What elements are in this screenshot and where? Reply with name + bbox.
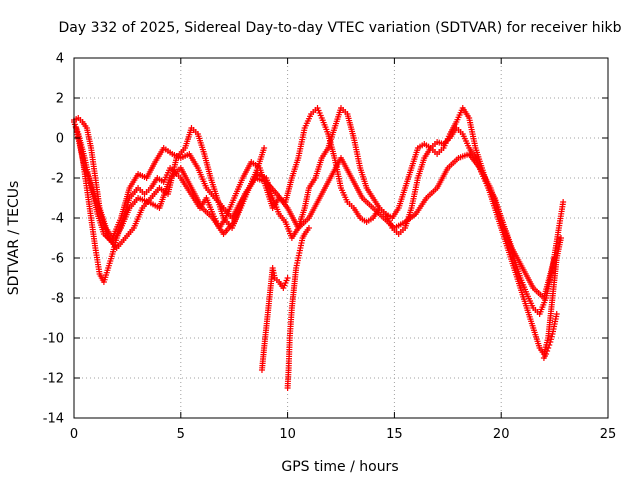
series-dip-b [284, 225, 312, 391]
plot-frame [73, 57, 609, 419]
x-tick-label: 20 [493, 427, 510, 442]
chart-title: Day 332 of 2025, Sidereal Day-to-day VTE… [59, 20, 622, 36]
x-tick-label: 5 [177, 427, 185, 442]
series-dip-a [258, 265, 291, 373]
y-tick-label: -6 [51, 252, 64, 267]
x-axis-label: GPS time / hours [281, 459, 398, 475]
x-tick-label: 15 [386, 427, 403, 442]
data-point-fill [548, 336, 555, 343]
data-point [305, 225, 312, 231]
data-point [551, 255, 558, 261]
series-dip-c [540, 311, 560, 361]
data-marks [71, 105, 567, 391]
y-tick-label: -12 [43, 372, 64, 387]
y-tick-label: -4 [51, 212, 64, 227]
y-tick-label: -2 [51, 172, 64, 187]
data-point-fill [546, 342, 553, 348]
data-point [547, 339, 554, 345]
data-point [284, 275, 291, 281]
tick-labels: 0 5 10 15 20 25 -14 -12 -10 -8 -6 -4 -2 0 2 4 [43, 52, 617, 443]
data-point [560, 199, 567, 205]
y-tick-label: 0 [56, 132, 64, 147]
x-tick-label: 10 [279, 427, 296, 442]
data-point [553, 311, 560, 317]
y-tick-label: -14 [43, 412, 64, 427]
data-point-fill [544, 348, 551, 354]
y-axis-label: SDTVAR / TECUs [6, 181, 22, 296]
data-point [543, 351, 550, 357]
data-point [558, 235, 565, 241]
y-tick-label: 2 [56, 92, 64, 107]
x-tick-label: 25 [600, 427, 617, 442]
data-point [261, 145, 268, 151]
y-tick-label: -10 [43, 332, 64, 347]
data-point [545, 345, 552, 351]
y-tick-label: 4 [56, 52, 64, 67]
x-tick-label: 0 [70, 427, 78, 442]
data-point-fill [548, 333, 555, 340]
axis-ticks [73, 57, 609, 419]
y-tick-label: -8 [51, 292, 64, 307]
